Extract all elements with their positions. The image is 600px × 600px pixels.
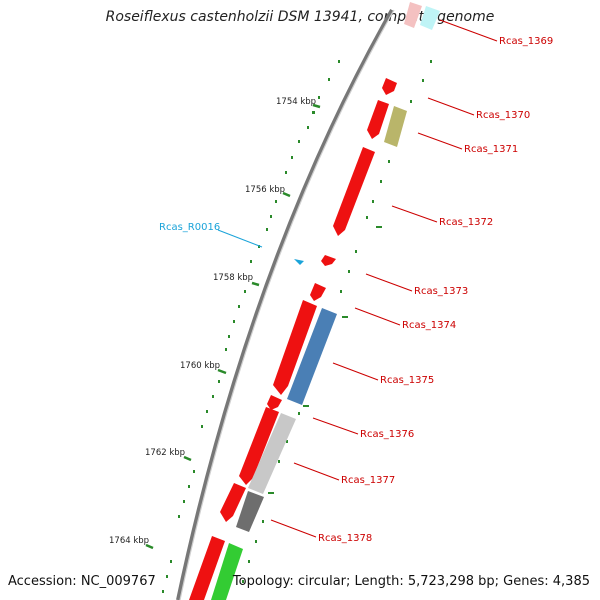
gene-label-rcas-1378: Rcas_1378 [318, 533, 372, 544]
gene-label-rcas-1370: Rcas_1370 [476, 110, 530, 121]
gene-label-rcas-1373: Rcas_1373 [414, 286, 468, 297]
gene-label-rcas-1374: Rcas_1374 [402, 320, 456, 331]
leader-rcas-1372 [391, 205, 438, 223]
leader-rcas-1370 [427, 97, 475, 116]
gene-label-rcas-1369: Rcas_1369 [499, 36, 553, 47]
inner-strand-features [189, 2, 422, 600]
feature-rcas-1371 [384, 106, 407, 147]
scale-label: 1754 kbp [276, 97, 316, 107]
genome-summary-text: Topology: circular; Length: 5,723,298 bp… [232, 574, 590, 589]
inner-tick-ring [162, 60, 340, 593]
feature-rcas-1377 [248, 413, 296, 494]
gene-label-rcas-1372: Rcas_1372 [439, 217, 493, 228]
feature-rcas-1370-arrow [382, 78, 397, 95]
major-ticks [145, 103, 321, 550]
scale-labels: 1754 kbp 1756 kbp 1758 kbp 1760 kbp 1762… [109, 97, 316, 546]
feature-bottom-green [211, 543, 243, 600]
feature-rcas-1369 [420, 6, 440, 30]
gene-labels: Rcas_1369 Rcas_1370 Rcas_1371 Rcas_1372 … [159, 36, 553, 544]
leader-rcas-1378 [270, 519, 317, 538]
feature-bottom-red [189, 536, 225, 600]
gene-label-rcas-1377: Rcas_1377 [341, 475, 395, 486]
leader-rcas-1374 [354, 307, 401, 326]
rna-label-rcas-r0016: Rcas_R0016 [159, 222, 220, 233]
gene-label-rcas-1376: Rcas_1376 [360, 429, 414, 440]
feature-rcas-1372 [333, 147, 375, 236]
gene-label-rcas-1371: Rcas_1371 [464, 144, 518, 155]
leader-rcas-1375 [332, 362, 379, 381]
genome-title: Roseiflexus castenholzii DSM 13941, comp… [105, 9, 495, 25]
genome-backbone-highlight [179, 9, 395, 600]
feature-rcas-1374 [310, 283, 326, 301]
feature-rcas-1375-red [273, 300, 317, 395]
leader-rcas-r0016 [217, 229, 263, 248]
label-leaders [217, 19, 498, 538]
scale-label: 1756 kbp [245, 185, 285, 195]
scale-label: 1758 kbp [213, 273, 253, 283]
outer-strand-features [211, 6, 440, 600]
scale-label: 1764 kbp [109, 536, 149, 546]
feature-rcas-1370 [367, 100, 389, 139]
feature-rcas-1375 [287, 308, 337, 405]
rna-feature-rcas-r0016 [294, 259, 304, 265]
leader-rcas-1373 [365, 273, 413, 292]
feature-rcas-1373 [321, 255, 336, 266]
scale-label: 1760 kbp [180, 361, 220, 371]
leader-rcas-1377 [293, 462, 340, 481]
feature-rcas-1378 [236, 491, 264, 532]
leader-rcas-1369 [439, 19, 498, 42]
outer-tick-ring [242, 60, 432, 583]
genome-backbone [176, 9, 394, 600]
leader-rcas-1371 [417, 132, 463, 150]
accession-text: Accession: NC_009767 [8, 574, 156, 589]
feature-top-pink [404, 2, 422, 28]
scale-label: 1762 kbp [145, 448, 185, 458]
feature-rcas-1376-arrow [267, 395, 282, 410]
leader-rcas-1376 [312, 417, 359, 435]
feature-rcas-1378-red [220, 483, 246, 522]
gene-label-rcas-1375: Rcas_1375 [380, 375, 434, 386]
feature-rcas-1376 [239, 407, 279, 485]
